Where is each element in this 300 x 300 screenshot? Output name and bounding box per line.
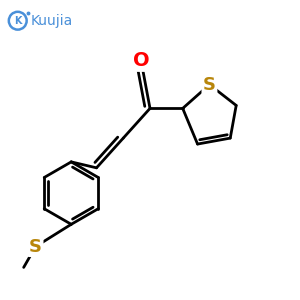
Text: K: K [14, 16, 22, 26]
Text: O: O [133, 51, 149, 70]
Text: S: S [203, 76, 216, 94]
Text: S: S [29, 238, 42, 256]
Text: Kuujia: Kuujia [31, 14, 74, 28]
